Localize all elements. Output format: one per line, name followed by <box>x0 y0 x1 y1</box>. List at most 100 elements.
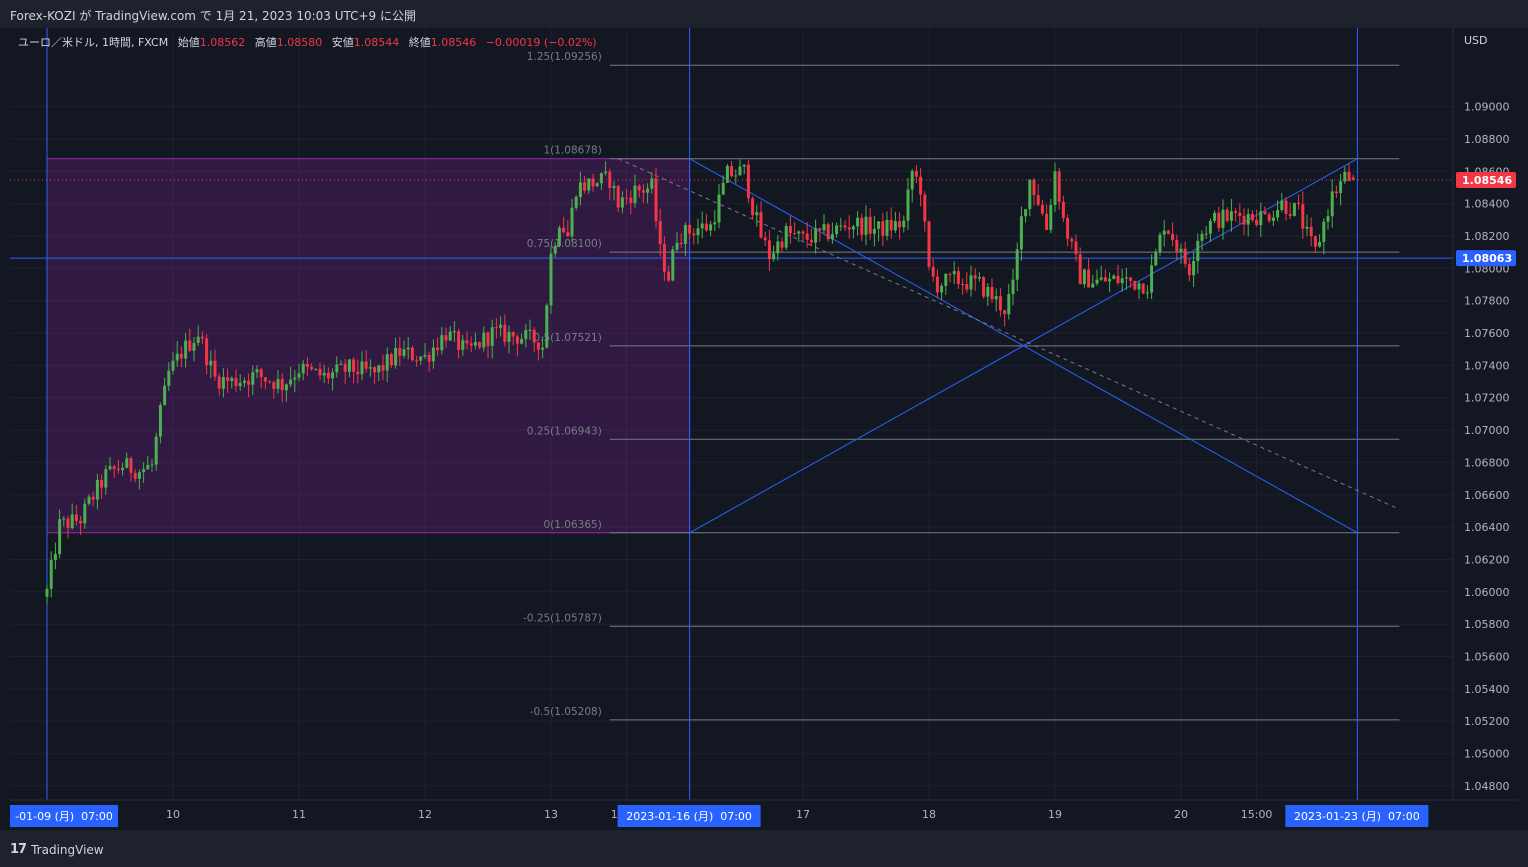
price-tick-label: 1.07400 <box>1464 359 1510 372</box>
candle-body <box>431 347 435 362</box>
time-tick-label: 13 <box>544 808 558 821</box>
time-axis: 1011121315:001718192015:00-01-09 (月) 07:… <box>10 799 1518 827</box>
candle <box>1305 214 1309 237</box>
candle-body <box>683 225 687 244</box>
fib-level-label: 0.75(1.08100) <box>527 238 602 250</box>
candle <box>923 191 927 232</box>
candle-body <box>146 465 150 470</box>
candle <box>1347 163 1351 182</box>
candle <box>553 242 557 258</box>
candle <box>969 265 973 297</box>
chart-svg[interactable]: 1.25(1.09256) 1(1.08678) 0.75(1.08100) 0.5(… <box>10 28 1518 830</box>
candle <box>654 167 658 229</box>
candle <box>1015 242 1019 292</box>
candle-body <box>1221 209 1225 228</box>
candle-body <box>238 382 242 387</box>
candle-body <box>532 329 536 343</box>
candle <box>872 216 876 247</box>
candle-body <box>776 241 780 254</box>
top-bar: Forex-KOZI が TradingView.com で 1月 21, 20… <box>0 0 1528 28</box>
time-tick-label: 11 <box>292 808 306 821</box>
candle-body <box>1036 195 1040 205</box>
candle-body <box>251 372 255 385</box>
candle <box>599 172 603 190</box>
candle-body <box>1250 213 1254 220</box>
candle-body <box>923 194 927 222</box>
candle <box>1183 241 1187 268</box>
candle <box>965 272 969 293</box>
candle <box>591 173 595 192</box>
candle-body <box>557 227 561 246</box>
candles <box>45 159 1355 605</box>
candle-body <box>268 381 272 383</box>
horizontal-line-tag: 1.08063 <box>1456 250 1516 267</box>
candle-body <box>1213 212 1217 221</box>
tradingview-logo[interactable]: 17 TradingView <box>10 842 104 857</box>
candle-body <box>1238 212 1242 216</box>
candle <box>469 336 473 353</box>
candle <box>1351 174 1355 181</box>
candle <box>973 268 977 291</box>
candle-body <box>377 365 381 373</box>
candle-body <box>1053 171 1057 205</box>
candle-body <box>1066 217 1070 239</box>
candle <box>1095 269 1099 286</box>
candle <box>864 205 868 246</box>
candle <box>541 336 545 359</box>
candle <box>326 367 330 384</box>
candle <box>1108 272 1112 293</box>
candle-body <box>805 233 809 240</box>
candle-body <box>335 364 339 373</box>
candle-body <box>515 336 519 344</box>
candle-body <box>1015 249 1019 280</box>
candle-body <box>213 360 217 377</box>
candle-body <box>1271 217 1275 221</box>
candle-body <box>868 216 872 234</box>
candle-body <box>125 458 129 468</box>
candle-body <box>465 340 469 344</box>
close-value: 1.08546 <box>430 36 477 49</box>
candle-body <box>79 520 83 524</box>
candle-body <box>83 503 87 524</box>
candle <box>1040 199 1044 216</box>
candle <box>662 236 666 281</box>
candle-body <box>347 359 351 372</box>
candle <box>440 327 444 355</box>
chart-area[interactable]: 1.25(1.09256) 1(1.08678) 0.75(1.08100) 0.5(… <box>10 28 1518 830</box>
candle <box>66 515 70 539</box>
candle-body <box>1192 260 1196 276</box>
candle <box>709 221 713 237</box>
candle-body <box>1234 211 1238 213</box>
candle <box>104 465 108 495</box>
candle <box>755 204 759 227</box>
candle-body <box>1150 265 1154 293</box>
candle-body <box>553 245 557 254</box>
candle <box>822 214 826 235</box>
candle-body <box>1175 239 1179 252</box>
candle-body <box>587 178 591 191</box>
candle <box>74 504 78 526</box>
candle-body <box>1284 200 1288 214</box>
candle <box>87 494 91 506</box>
candle <box>952 261 956 285</box>
candle-body <box>696 228 700 236</box>
candle <box>734 169 738 184</box>
candle-body <box>1305 226 1309 229</box>
candle-body <box>612 186 616 188</box>
candle <box>427 351 431 372</box>
candle <box>293 370 297 393</box>
candle <box>835 222 839 238</box>
high-label: 高値 <box>254 36 277 49</box>
candle <box>1343 166 1347 184</box>
candle <box>847 215 851 239</box>
candle <box>961 278 965 295</box>
candle <box>1309 217 1313 247</box>
candle <box>83 498 87 529</box>
candle-body <box>746 164 750 199</box>
candle-body <box>956 271 960 284</box>
price-tick-label: 1.05400 <box>1464 683 1510 696</box>
candle <box>713 210 717 231</box>
candle <box>784 223 788 250</box>
candle <box>1171 222 1175 247</box>
candle <box>914 164 918 184</box>
